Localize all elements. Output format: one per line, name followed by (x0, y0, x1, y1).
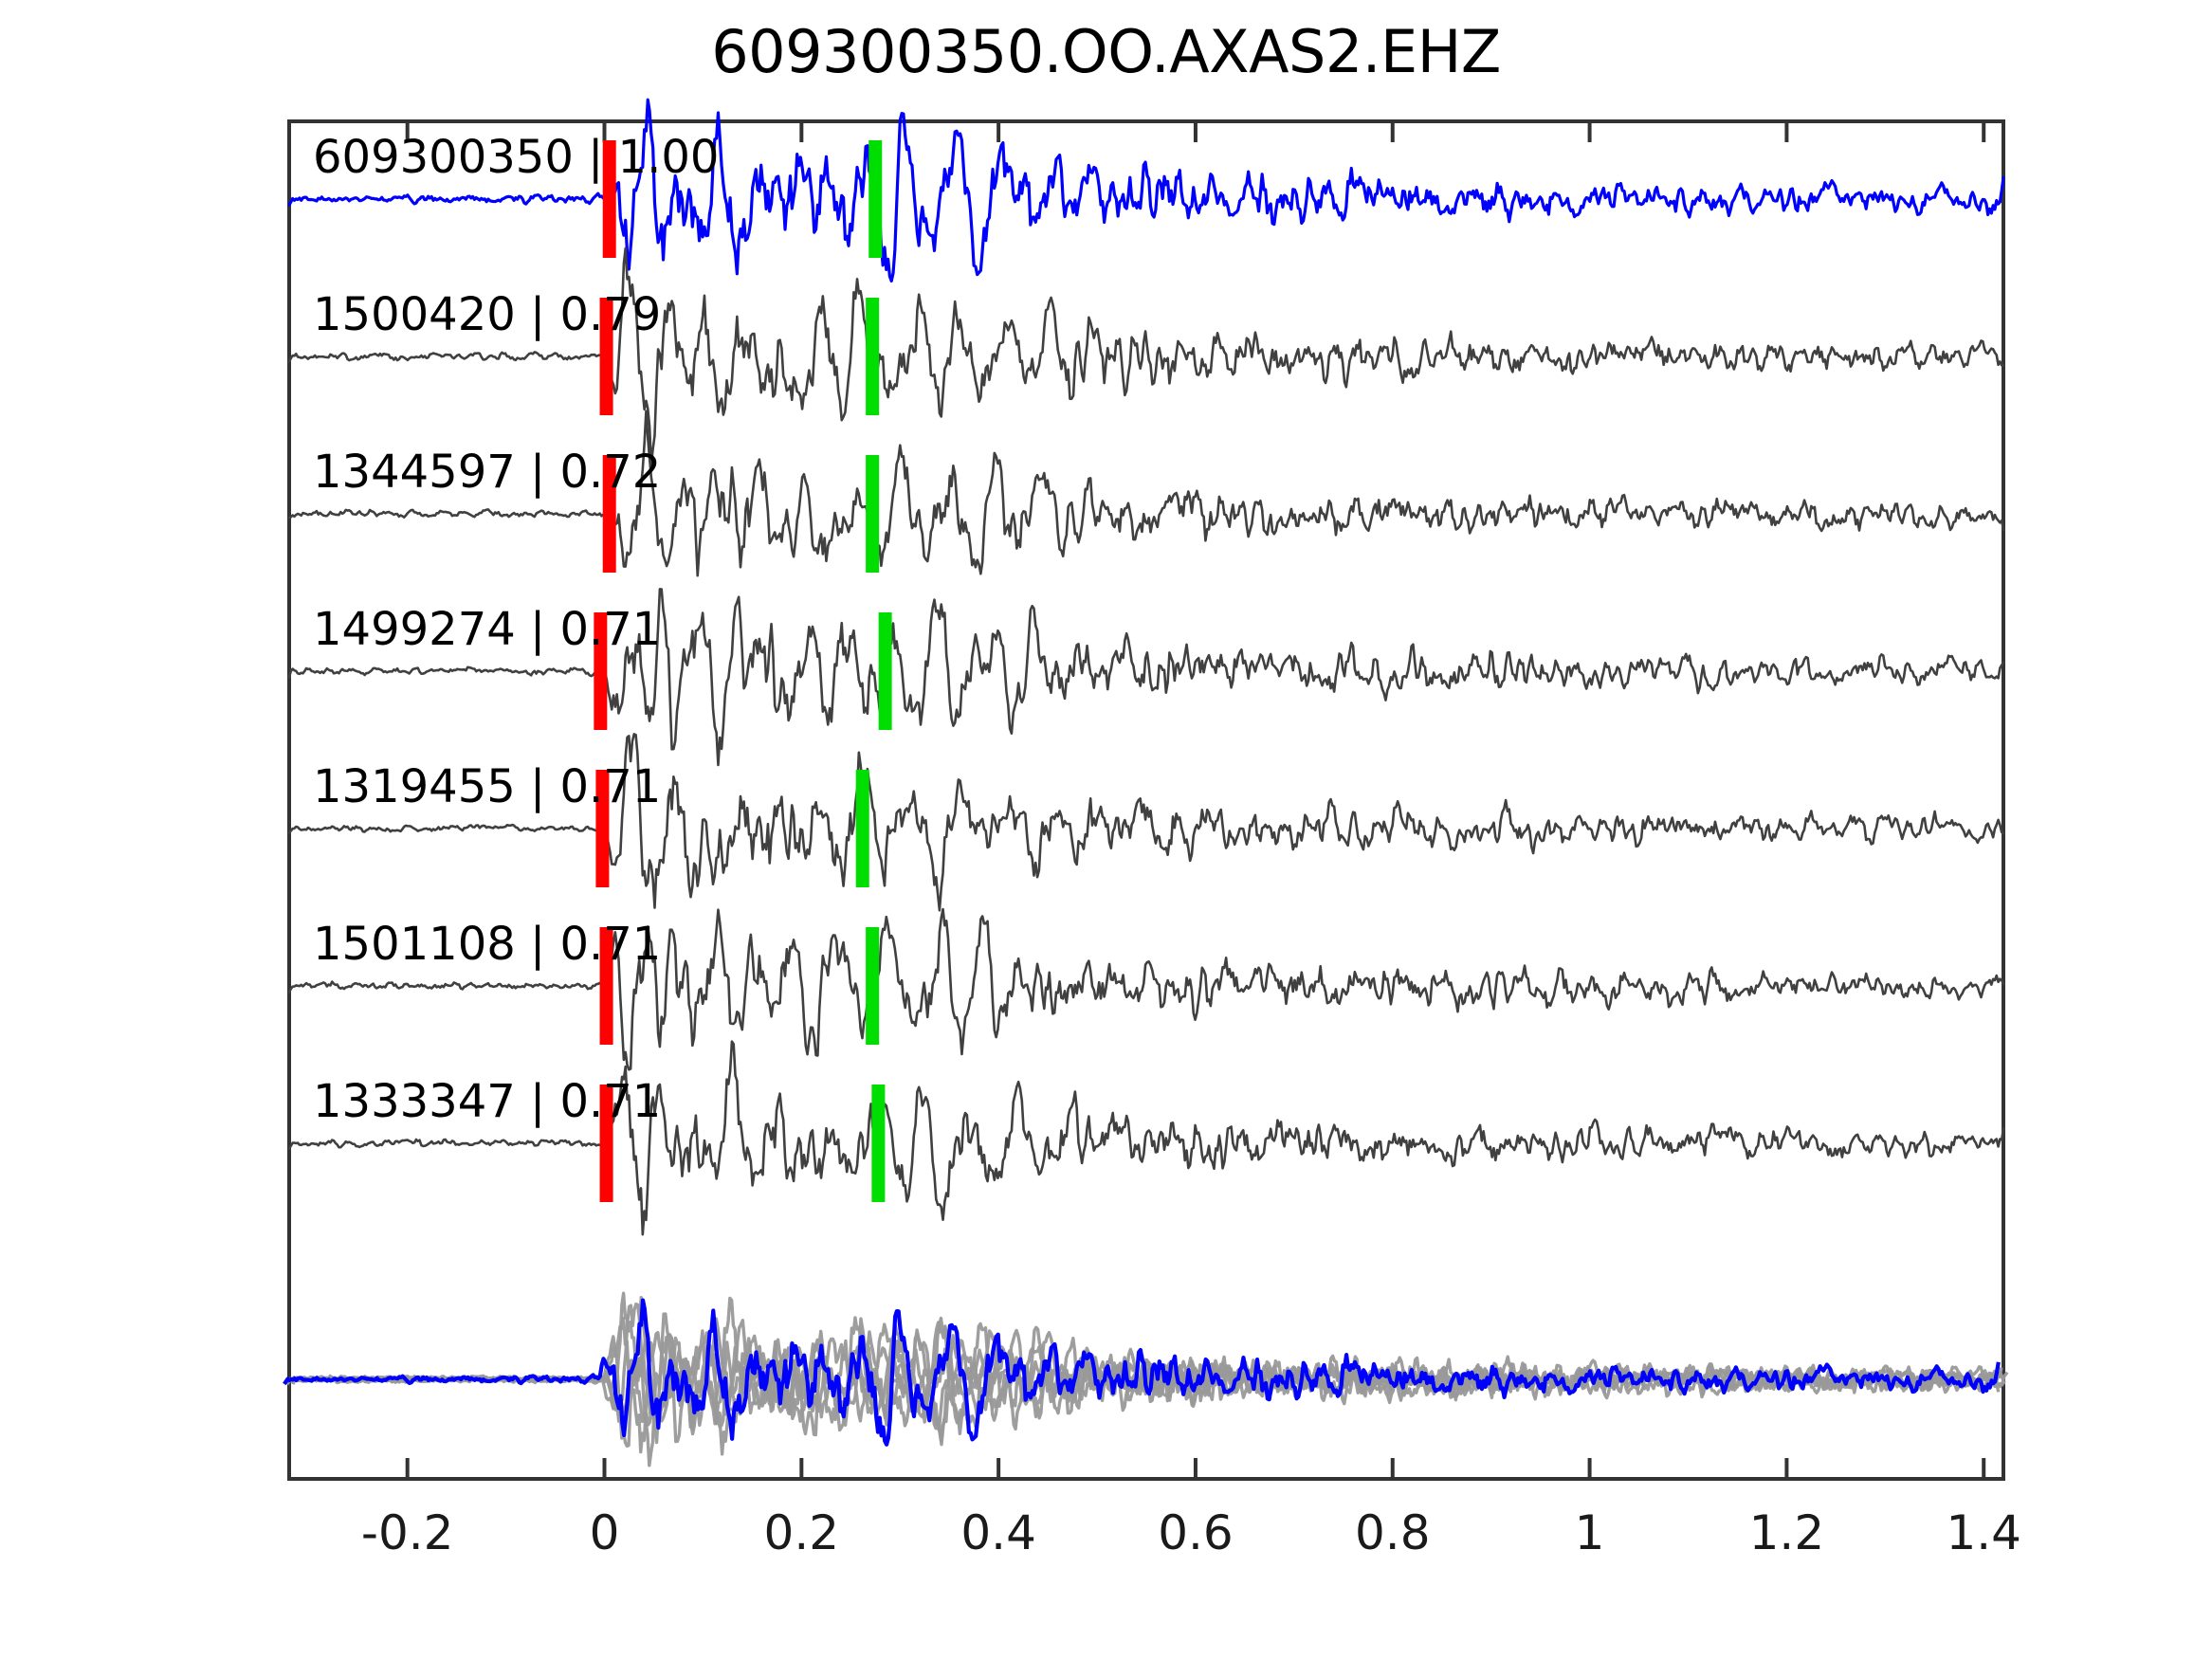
trace-label: 1344597 | 0.72 (313, 446, 662, 499)
axes-frame (287, 119, 2005, 1481)
x-axis-tick-label: 1.4 (1946, 1505, 2021, 1560)
waveform-trace (287, 1040, 2005, 1236)
x-axis-tick-label: -0.2 (360, 1505, 454, 1560)
waveform-trace (287, 410, 2005, 577)
waveform-trace (287, 246, 2005, 466)
page-title: 609300350.OO.AXAS2.EHZ (711, 17, 1501, 86)
stack-template-trace (283, 1298, 2001, 1447)
x-axis-tick-label: 0.4 (960, 1505, 1036, 1560)
x-axis-tick-label: 1.2 (1748, 1505, 1825, 1560)
waveform-trace (287, 588, 2005, 767)
trace-label: 1501108 | 0.71 (313, 918, 662, 971)
trace-label: 609300350 | 1.00 (313, 131, 720, 184)
x-axis-tick-label: 0 (589, 1505, 620, 1560)
x-axis-tick-label: 0.8 (1355, 1505, 1431, 1560)
x-axis-tick-label: 0.6 (1158, 1505, 1234, 1560)
trace-label: 1333347 | 0.71 (313, 1075, 662, 1128)
waveform-trace (287, 907, 2005, 1071)
x-axis-tick-label: 1 (1574, 1505, 1605, 1560)
trace-label: 1500420 | 0.79 (313, 288, 662, 341)
waveform-trace (287, 98, 2005, 283)
waveform-trace (287, 733, 2005, 912)
trace-label: 1499274 | 0.71 (313, 603, 662, 656)
x-axis-tick-label: 0.2 (763, 1505, 840, 1560)
trace-label: 1319455 | 0.71 (313, 760, 662, 813)
